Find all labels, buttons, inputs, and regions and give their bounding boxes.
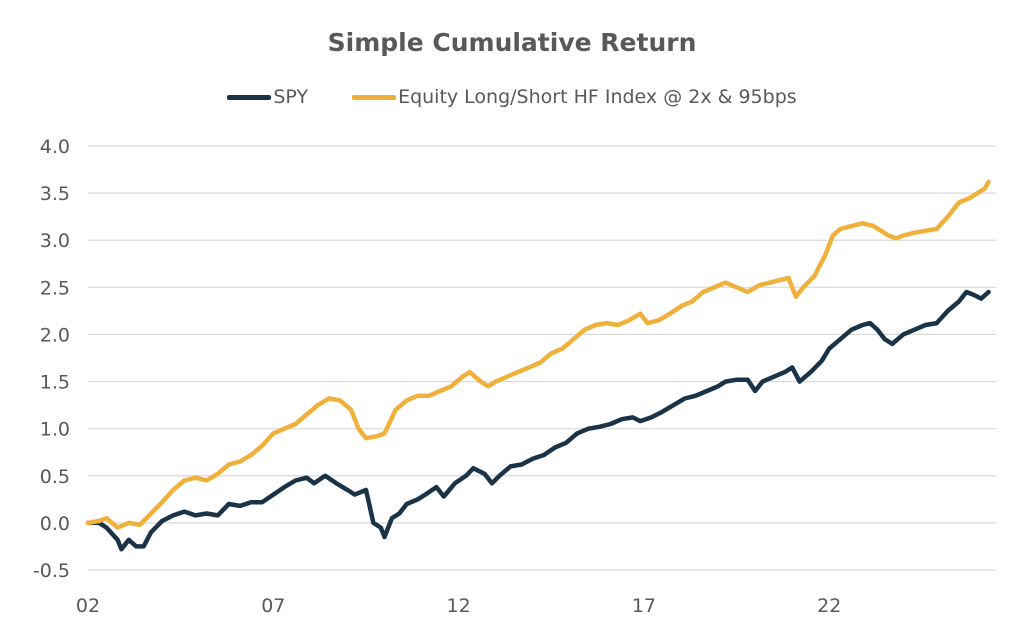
- x-tick-label: 02: [76, 595, 100, 617]
- y-tick-label: 1.5: [40, 372, 70, 394]
- x-tick-label: 22: [817, 595, 841, 617]
- x-tick-label: 12: [447, 595, 471, 617]
- legend-label-spy: SPY: [273, 86, 309, 108]
- y-tick-label: 2.5: [40, 277, 70, 299]
- y-tick-label: 0.0: [40, 513, 70, 535]
- series-line-hf-index: [85, 179, 991, 530]
- legend-swatch-spy: [227, 94, 272, 100]
- x-tick-label: 07: [261, 595, 285, 617]
- legend-swatch-hf-index: [352, 94, 397, 100]
- y-tick-label: -0.5: [33, 560, 70, 582]
- legend-label-hf-index: Equity Long/Short HF Index @ 2x & 95bps: [398, 86, 797, 108]
- y-tick-label: 3.0: [40, 230, 70, 252]
- y-tick-label: 3.5: [40, 183, 70, 205]
- y-tick-label: 4.0: [40, 136, 70, 158]
- legend: SPY Equity Long/Short HF Index @ 2x & 95…: [0, 86, 1024, 108]
- series-line-spy: [85, 289, 991, 552]
- chart-title: Simple Cumulative Return: [327, 28, 697, 57]
- legend-item-hf-index: Equity Long/Short HF Index @ 2x & 95bps: [352, 86, 797, 108]
- y-tick-label: 2.0: [40, 324, 70, 346]
- y-tick-label: 1.0: [40, 419, 70, 441]
- y-tick-label: 0.5: [40, 466, 70, 488]
- legend-item-spy: SPY: [227, 86, 308, 108]
- x-tick-label: 17: [632, 595, 656, 617]
